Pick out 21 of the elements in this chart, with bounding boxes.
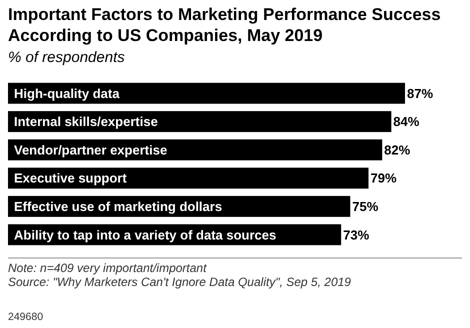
chart-title: Important Factors to Marketing Performance Success According to US Companies, May 2019 [8, 5, 441, 45]
data-label: 73% [343, 227, 370, 242]
text: 249680 [8, 311, 44, 323]
text: Note: n=409 very important/important [8, 261, 208, 275]
data-label: 79% [370, 170, 397, 186]
bar [8, 111, 392, 132]
y-tick-label: High-quality data [14, 86, 120, 101]
chart-subtitle: % of respondents [8, 49, 126, 66]
y-tick-label: Ability to tap into a variety of data sources [14, 227, 276, 242]
y-tick-label: Vendor/partner expertise [14, 142, 168, 158]
data-label: 82% [384, 142, 411, 158]
source-note: Source: "Why Marketers Can't Ignore Data Quality", Sep 5, 2019 [8, 275, 352, 289]
bar [8, 82, 405, 104]
bar [8, 168, 368, 189]
data-label: 87% [407, 86, 434, 101]
data-label: 84% [393, 114, 420, 130]
bar [8, 139, 382, 160]
y-tick-label: Effective use of marketing dollars [14, 198, 222, 214]
y-tick-label: Internal skills/expertise [14, 114, 158, 130]
data-label: 75% [352, 198, 379, 214]
y-tick-label: Executive support [14, 170, 128, 186]
